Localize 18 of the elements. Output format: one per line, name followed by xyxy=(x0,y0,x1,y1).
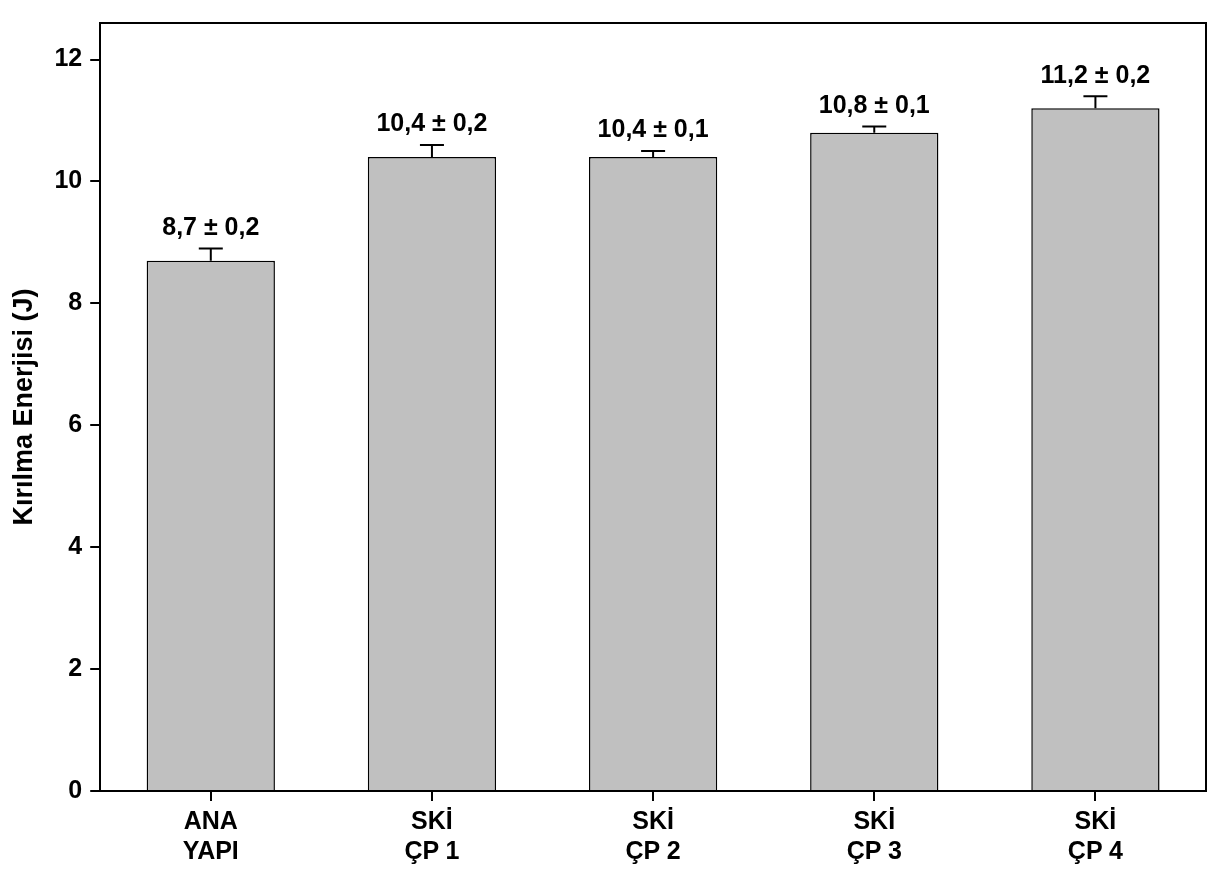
x-tick-label: ANA YAPI xyxy=(182,805,239,864)
y-tick-label: 0 xyxy=(68,774,83,803)
data-label: 8,7 ± 0,2 xyxy=(162,211,260,240)
data-label: 11,2 ± 0,2 xyxy=(1040,59,1151,88)
y-tick-label: 2 xyxy=(68,652,83,681)
data-label: 10,4 ± 0,1 xyxy=(597,114,709,143)
y-tick-label: 8 xyxy=(68,287,83,316)
data-label: 10,8 ± 0,1 xyxy=(818,90,930,119)
y-axis-title: Kırılma Enerjisi (J) xyxy=(7,288,38,526)
data-label: 10,4 ± 0,2 xyxy=(376,108,488,137)
y-tick-label: 6 xyxy=(68,409,83,438)
x-tick-label: SKİ ÇP 2 xyxy=(625,805,681,864)
y-tick-label: 4 xyxy=(68,531,83,560)
x-tick-label: SKİ ÇP 1 xyxy=(404,805,460,864)
x-tick-label: SKİ ÇP 3 xyxy=(846,805,902,864)
x-tick-label: SKİ ÇP 4 xyxy=(1067,805,1124,864)
y-tick-label: 10 xyxy=(54,165,83,194)
y-tick-label: 12 xyxy=(54,43,83,72)
